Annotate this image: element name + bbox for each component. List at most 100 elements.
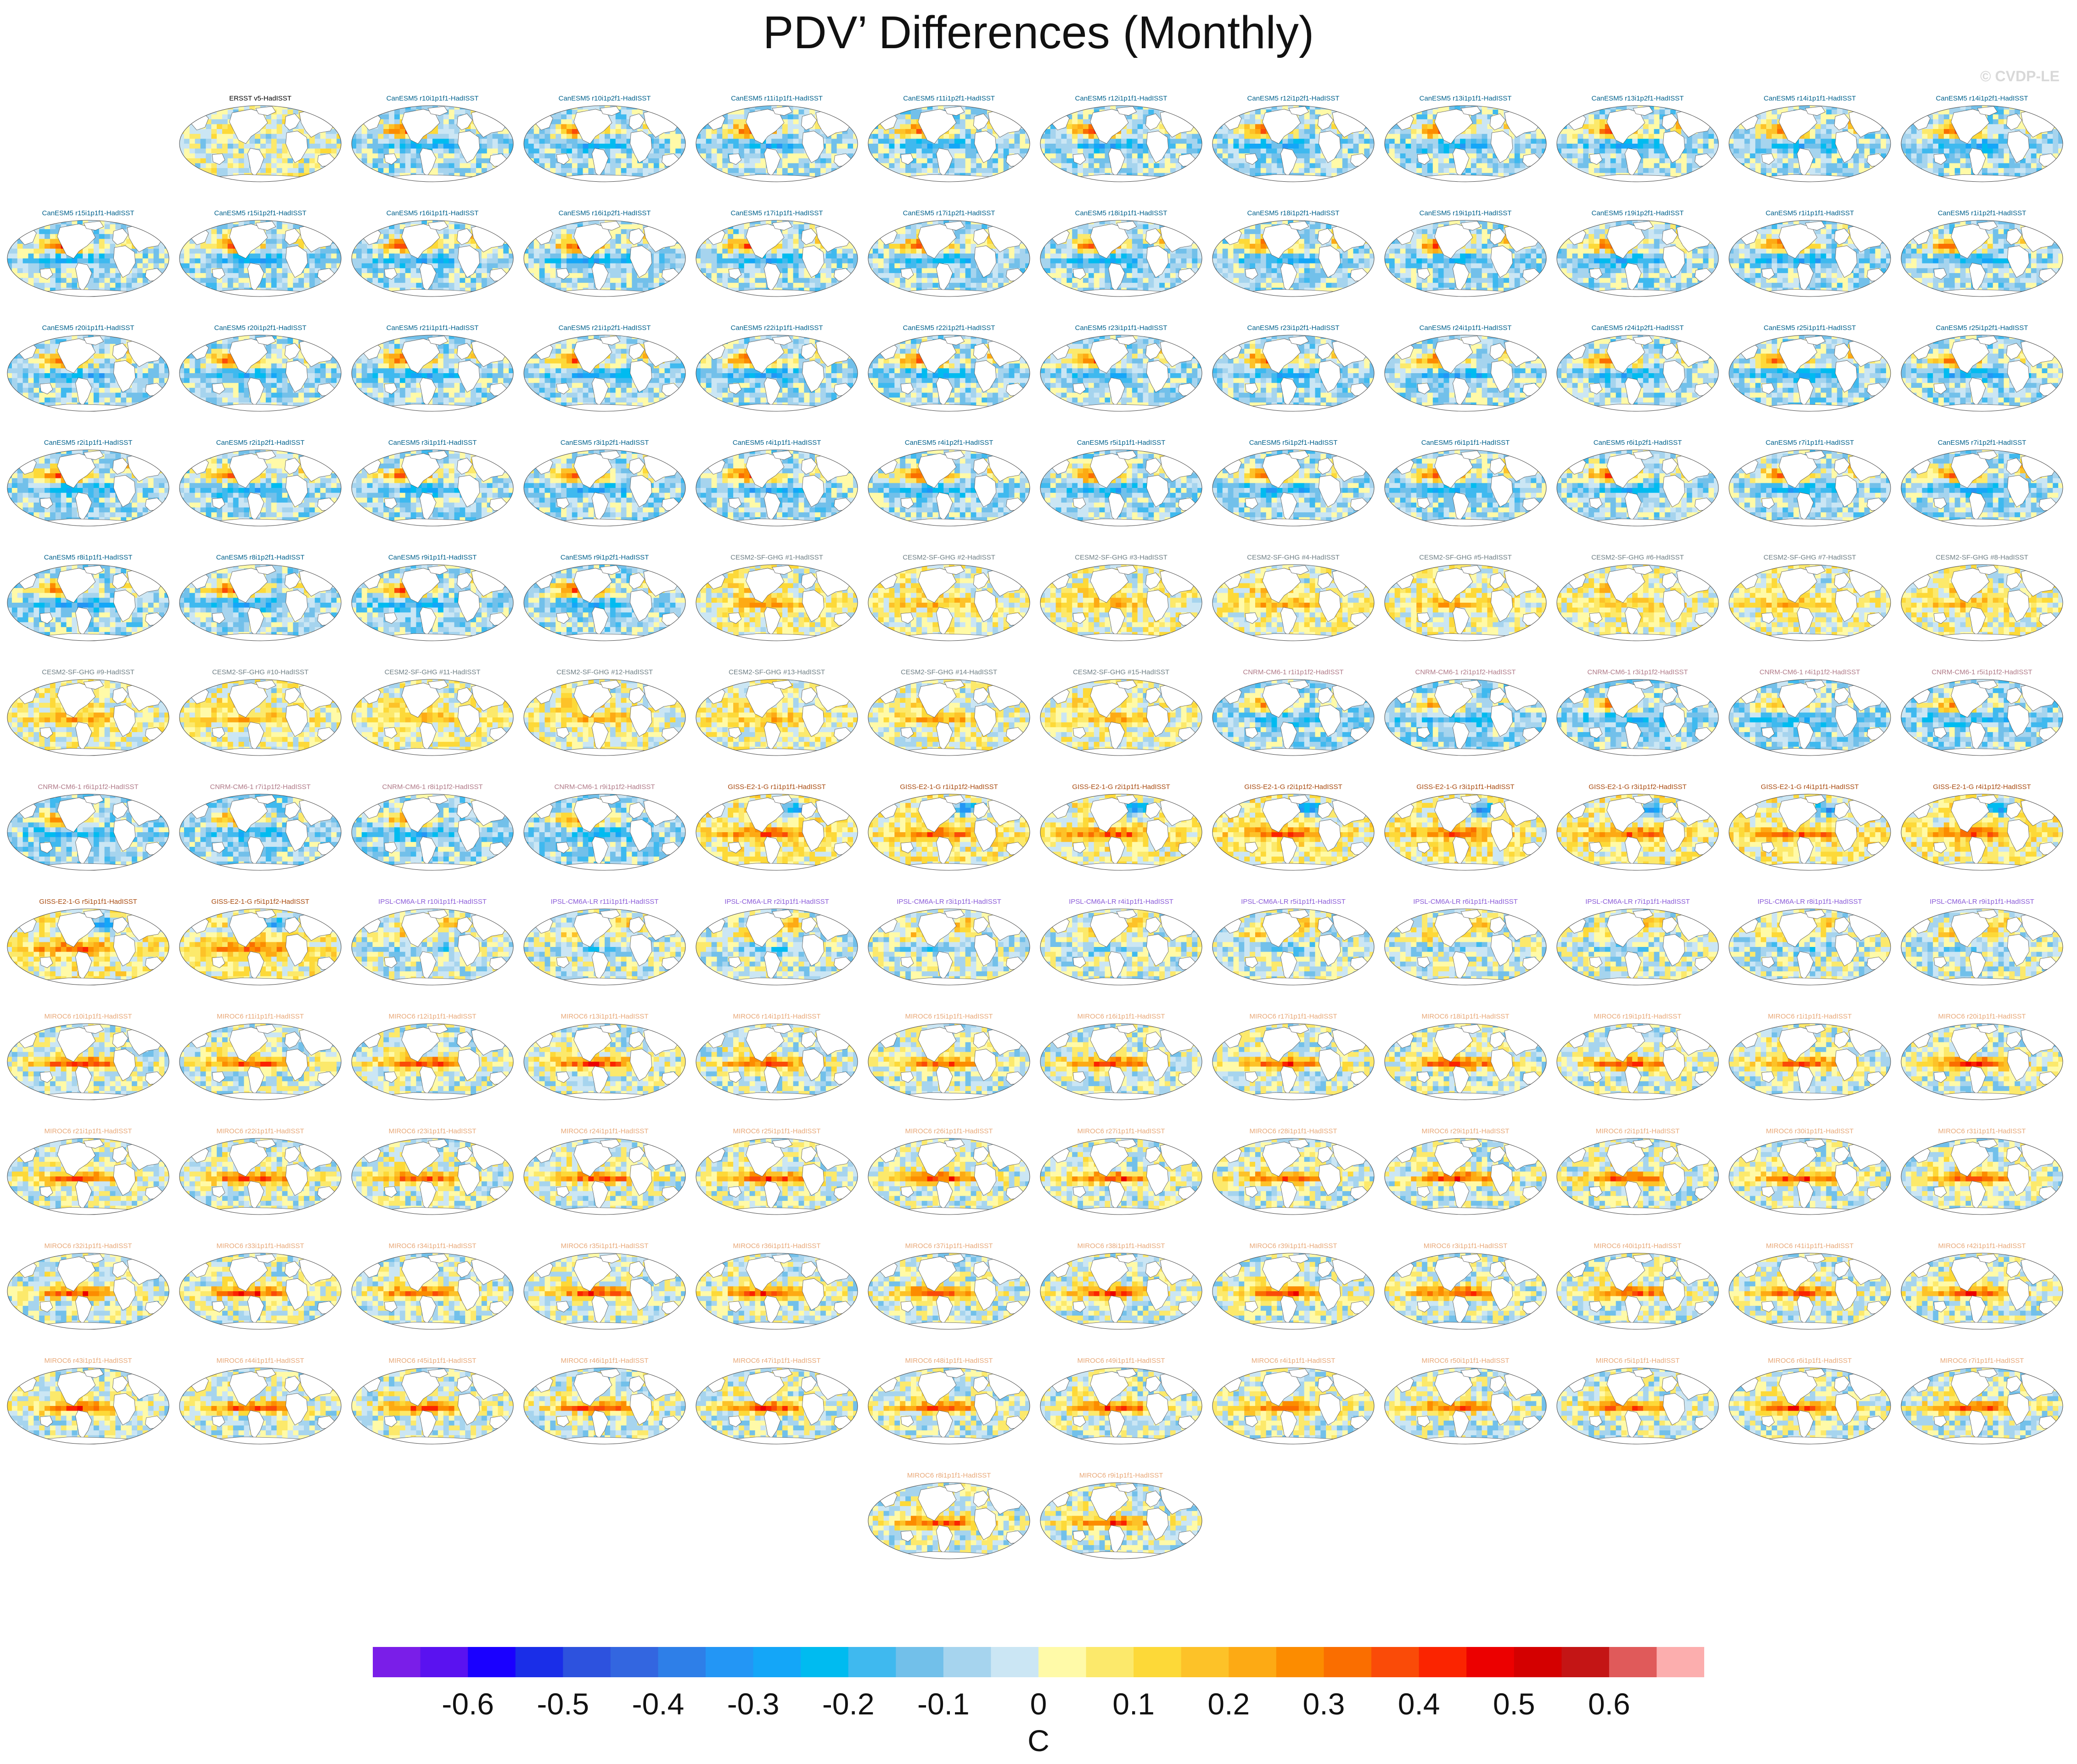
global-map xyxy=(179,1252,342,1331)
panel-title: CanESM5 r11i1p2f1-HadISST xyxy=(867,94,1031,103)
panel-title: IPSL-CM6A-LR r10i1p1f1-HadISST xyxy=(351,897,514,907)
map-panel: CESM2-SF-GHG #2-HadISST xyxy=(867,553,1031,644)
map-panel: ERSST v5-HadISST xyxy=(179,94,342,185)
global-map xyxy=(179,219,342,298)
global-map xyxy=(523,334,686,413)
global-map xyxy=(523,793,686,872)
global-map xyxy=(6,1252,170,1331)
panel-title: GISS-E2-1-G r1i1p1f1-HadISST xyxy=(695,783,859,792)
global-map xyxy=(6,678,170,757)
map-panel: CanESM5 r6i1p2f1-HadISST xyxy=(1556,438,1719,529)
map-panel: CESM2-SF-GHG #5-HadISST xyxy=(1384,553,1547,644)
map-panel: MIROC6 r3i1p1f1-HadISST xyxy=(1384,1242,1547,1333)
panel-title: CanESM5 r21i1p1f1-HadISST xyxy=(351,324,514,333)
panel-title: CanESM5 r7i1p1f1-HadISST xyxy=(1728,438,1892,448)
global-map xyxy=(179,1137,342,1216)
global-map xyxy=(1039,219,1203,298)
panel-title: MIROC6 r31i1p1f1-HadISST xyxy=(1900,1127,2064,1136)
panel-title: MIROC6 r23i1p1f1-HadISST xyxy=(351,1127,514,1136)
map-panel: CanESM5 r18i1p2f1-HadISST xyxy=(1212,209,1375,300)
colorbar-swatch xyxy=(1656,1647,1704,1677)
panel-title: MIROC6 r47i1p1f1-HadISST xyxy=(695,1356,859,1366)
map-panel: MIROC6 r33i1p1f1-HadISST xyxy=(179,1242,342,1333)
map-panel: CNRM-CM6-1 r4i1p1f2-HadISST xyxy=(1728,668,1892,759)
map-panel: GISS-E2-1-G r2i1p1f2-HadISST xyxy=(1212,783,1375,874)
map-panel: CESM2-SF-GHG #12-HadISST xyxy=(523,668,686,759)
global-map xyxy=(1728,1022,1892,1101)
global-map xyxy=(1039,1137,1203,1216)
panel-title: CESM2-SF-GHG #13-HadISST xyxy=(695,668,859,677)
panel-title: CanESM5 r17i1p1f1-HadISST xyxy=(695,209,859,218)
global-map xyxy=(867,334,1031,413)
panel-title: CanESM5 r10i1p1f1-HadISST xyxy=(351,94,514,103)
panel-title: CESM2-SF-GHG #3-HadISST xyxy=(1039,553,1203,562)
global-map xyxy=(1556,1022,1719,1101)
map-panel: IPSL-CM6A-LR r6i1p1f1-HadISST xyxy=(1384,897,1547,988)
map-panel: MIROC6 r14i1p1f1-HadISST xyxy=(695,1012,859,1103)
global-map xyxy=(867,1366,1031,1445)
global-map xyxy=(1212,678,1375,757)
panel-title: CNRM-CM6-1 r3i1p1f2-HadISST xyxy=(1556,668,1719,677)
colorbar-swatch xyxy=(1086,1647,1134,1677)
map-panel: MIROC6 r18i1p1f1-HadISST xyxy=(1384,1012,1547,1103)
global-map xyxy=(1900,793,2064,872)
map-panel: MIROC6 r22i1p1f1-HadISST xyxy=(179,1127,342,1218)
colorbar-swatch xyxy=(516,1647,563,1677)
global-map xyxy=(1384,907,1547,986)
panel-title: MIROC6 r8i1p1f1-HadISST xyxy=(867,1471,1031,1480)
global-map xyxy=(695,448,859,527)
map-panel: IPSL-CM6A-LR r7i1p1f1-HadISST xyxy=(1556,897,1719,988)
global-map xyxy=(523,104,686,183)
map-panel: CanESM5 r24i1p1f1-HadISST xyxy=(1384,324,1547,414)
page-title: PDV’ Differences (Monthly) xyxy=(0,6,2077,59)
map-panel: CanESM5 r15i1p2f1-HadISST xyxy=(179,209,342,300)
global-map xyxy=(6,1137,170,1216)
global-map xyxy=(1039,448,1203,527)
panel-title: CanESM5 r1i1p1f1-HadISST xyxy=(1728,209,1892,218)
map-panel: MIROC6 r37i1p1f1-HadISST xyxy=(867,1242,1031,1333)
global-map xyxy=(523,1137,686,1216)
panel-title: CESM2-SF-GHG #11-HadISST xyxy=(351,668,514,677)
global-map xyxy=(1212,219,1375,298)
panel-title: CanESM5 r23i1p2f1-HadISST xyxy=(1212,324,1375,333)
colorbar-swatch xyxy=(468,1647,516,1677)
panel-title: CanESM5 r7i1p2f1-HadISST xyxy=(1900,438,2064,448)
map-panel: CanESM5 r22i1p2f1-HadISST xyxy=(867,324,1031,414)
map-panel: IPSL-CM6A-LR r4i1p1f1-HadISST xyxy=(1039,897,1203,988)
colorbar-tick-label: 0 xyxy=(1002,1686,1075,1721)
global-map xyxy=(1039,1366,1203,1445)
map-panel: IPSL-CM6A-LR r5i1p1f1-HadISST xyxy=(1212,897,1375,988)
panel-title: IPSL-CM6A-LR r6i1p1f1-HadISST xyxy=(1384,897,1547,907)
panel-title: MIROC6 r3i1p1f1-HadISST xyxy=(1384,1242,1547,1251)
global-map xyxy=(1212,448,1375,527)
global-map xyxy=(695,907,859,986)
map-panel: CESM2-SF-GHG #3-HadISST xyxy=(1039,553,1203,644)
panel-title: MIROC6 r12i1p1f1-HadISST xyxy=(351,1012,514,1021)
map-panel: CanESM5 r2i1p1f1-HadISST xyxy=(6,438,170,529)
map-panel: CanESM5 r11i1p2f1-HadISST xyxy=(867,94,1031,185)
global-map xyxy=(867,793,1031,872)
colorbar-swatch xyxy=(706,1647,753,1677)
panel-title: GISS-E2-1-G r4i1p1f2-HadISST xyxy=(1900,783,2064,792)
global-map xyxy=(1212,1252,1375,1331)
global-map xyxy=(1900,907,2064,986)
map-panel: CNRM-CM6-1 r7i1p1f2-HadISST xyxy=(179,783,342,874)
map-panel: CanESM5 r13i1p1f1-HadISST xyxy=(1384,94,1547,185)
map-panel: CanESM5 r10i1p1f1-HadISST xyxy=(351,94,514,185)
panel-title: CanESM5 r9i1p2f1-HadISST xyxy=(523,553,686,562)
panel-title: MIROC6 r14i1p1f1-HadISST xyxy=(695,1012,859,1021)
global-map xyxy=(1039,1022,1203,1101)
global-map xyxy=(1900,678,2064,757)
map-panel: GISS-E2-1-G r2i1p1f1-HadISST xyxy=(1039,783,1203,874)
global-map xyxy=(179,678,342,757)
global-map xyxy=(523,907,686,986)
global-map xyxy=(1556,678,1719,757)
map-panel: CanESM5 r24i1p2f1-HadISST xyxy=(1556,324,1719,414)
map-panel: MIROC6 r16i1p1f1-HadISST xyxy=(1039,1012,1203,1103)
panel-title: CanESM5 r5i1p1f1-HadISST xyxy=(1039,438,1203,448)
panel-title: CESM2-SF-GHG #10-HadISST xyxy=(179,668,342,677)
global-map xyxy=(1900,1022,2064,1101)
global-map xyxy=(1384,448,1547,527)
panel-title: IPSL-CM6A-LR r4i1p1f1-HadISST xyxy=(1039,897,1203,907)
map-panel: MIROC6 r12i1p1f1-HadISST xyxy=(351,1012,514,1103)
